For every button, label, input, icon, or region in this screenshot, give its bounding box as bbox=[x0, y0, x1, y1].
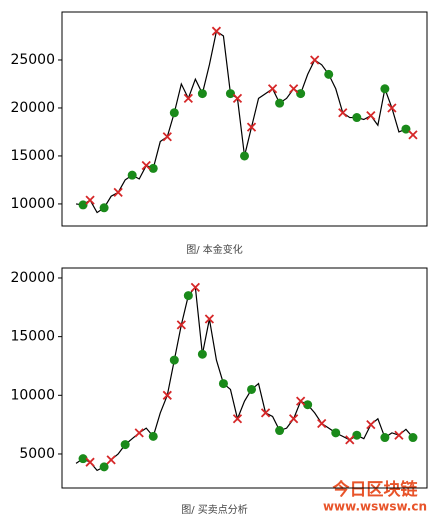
sell-point bbox=[267, 84, 278, 94]
buy-point bbox=[218, 379, 228, 389]
sell-point bbox=[141, 160, 151, 171]
y-tick-label: 10000 bbox=[10, 196, 55, 212]
buy-point bbox=[408, 433, 418, 443]
buy-point bbox=[127, 170, 137, 180]
buy-point bbox=[78, 454, 88, 464]
buy-point bbox=[401, 124, 411, 134]
sell-point bbox=[183, 93, 193, 104]
buy-point bbox=[331, 428, 341, 438]
buy-point bbox=[169, 355, 179, 365]
buy-point bbox=[296, 89, 306, 99]
y-tick-label: 25000 bbox=[10, 52, 55, 68]
sell-point bbox=[246, 122, 257, 132]
buy-point bbox=[275, 98, 285, 108]
buy-point bbox=[275, 426, 285, 436]
sell-point bbox=[366, 111, 376, 121]
sell-point bbox=[85, 457, 95, 467]
buy-point bbox=[380, 84, 390, 94]
sell-point bbox=[296, 396, 306, 406]
sell-point bbox=[345, 435, 355, 445]
buy-point bbox=[120, 440, 130, 450]
sell-point bbox=[232, 414, 243, 424]
watermark-url: www.wswsw.cn bbox=[323, 500, 427, 514]
buy-point bbox=[380, 433, 390, 443]
watermark-title: 今日区块链 bbox=[333, 479, 419, 500]
sell-point bbox=[260, 408, 271, 418]
plot-frame bbox=[61, 11, 428, 227]
sell-point bbox=[232, 93, 243, 104]
buy-point bbox=[197, 89, 207, 99]
sell-point bbox=[85, 195, 95, 205]
y-tick-label: 5000 bbox=[19, 446, 55, 462]
y-tick-label: 15000 bbox=[10, 148, 55, 164]
sell-point bbox=[366, 420, 376, 430]
buy-point bbox=[324, 69, 334, 79]
y-tick-label: 15000 bbox=[10, 329, 55, 345]
sell-point bbox=[211, 26, 222, 36]
buy-point bbox=[352, 430, 362, 440]
caption: 图/ 本金变化 bbox=[186, 243, 243, 256]
buy-point bbox=[183, 291, 193, 301]
buy-point bbox=[169, 108, 179, 118]
buy-point bbox=[225, 89, 235, 99]
sell-point bbox=[106, 455, 116, 465]
buy-point bbox=[240, 151, 249, 161]
sell-point bbox=[288, 84, 299, 94]
sell-point bbox=[288, 414, 299, 424]
y-tick-label: 20000 bbox=[10, 100, 55, 116]
sell-point bbox=[394, 430, 404, 440]
sell-point bbox=[162, 132, 172, 142]
buy-point bbox=[99, 462, 109, 472]
buy-point bbox=[78, 200, 88, 210]
buy-point bbox=[303, 400, 313, 410]
caption: 图/ 买卖点分析 bbox=[181, 503, 248, 516]
sell-point bbox=[134, 428, 144, 438]
y-tick-label: 10000 bbox=[10, 387, 55, 403]
buy-point bbox=[197, 349, 207, 359]
sell-point bbox=[310, 55, 320, 65]
y-tick-label: 20000 bbox=[10, 270, 55, 286]
sell-point bbox=[408, 130, 418, 140]
sell-point bbox=[190, 282, 201, 292]
buy-point bbox=[247, 384, 257, 394]
sell-point bbox=[317, 418, 327, 429]
buy-point bbox=[99, 203, 109, 213]
sell-point bbox=[113, 187, 123, 198]
plot-frame bbox=[61, 267, 428, 489]
sell-point bbox=[204, 314, 215, 324]
buy-point bbox=[148, 163, 158, 173]
sell-point bbox=[176, 320, 186, 330]
sell-point bbox=[387, 103, 397, 113]
buy-point bbox=[148, 431, 158, 441]
buy-point bbox=[352, 113, 362, 123]
sell-point bbox=[338, 108, 348, 118]
sell-point bbox=[162, 390, 172, 400]
